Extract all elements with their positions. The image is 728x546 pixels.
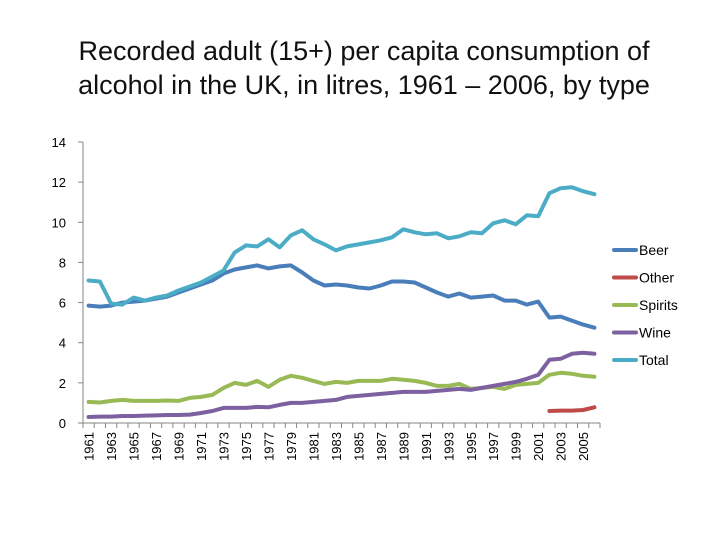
x-tick-label: 1965 (127, 432, 142, 461)
x-tick-label: 1999 (509, 432, 524, 461)
y-tick-label: 12 (52, 175, 66, 190)
x-tick-label: 1961 (82, 432, 97, 461)
chart-title-line-2: alcohol in the UK, in litres, 1961 – 200… (78, 70, 650, 100)
chart-title-line-1: Recorded adult (15+) per capita consumpt… (78, 36, 650, 66)
chart-legend: Beer Other Spirits Wine Total (612, 242, 678, 368)
legend-label-wine: Wine (639, 325, 671, 341)
series-line-other (547, 405, 597, 413)
y-tick-label: 0 (59, 416, 66, 431)
chart-axes: 0 2 4 6 8 10 12 14 1961 1963 1965 1967 1969 1971 1973 1… (52, 135, 601, 461)
legend-label-beer: Beer (639, 242, 669, 258)
legend-label-spirits: Spirits (639, 297, 678, 313)
y-tick-label: 14 (52, 135, 66, 150)
x-tick-label: 1995 (464, 432, 479, 461)
x-tick-label: 1987 (374, 432, 389, 461)
legend-label-other: Other (639, 270, 674, 286)
x-tick-label: 1963 (104, 432, 119, 461)
y-tick-label: 6 (59, 296, 66, 311)
x-tick-label: 2001 (531, 432, 546, 461)
x-tick-label: 1971 (194, 432, 209, 461)
legend-label-total: Total (639, 352, 669, 368)
x-tick-label: 1981 (306, 432, 321, 461)
x-tick-label: 1985 (351, 432, 366, 461)
x-tick-label: 1989 (396, 432, 411, 461)
x-tick-label: 1973 (216, 432, 231, 461)
series-line-wine (86, 350, 597, 419)
chart-title: Recorded adult (15+) per capita consumpt… (20, 34, 708, 102)
x-tick-label: 1997 (486, 432, 501, 461)
chart-series (86, 185, 597, 419)
series-line-spirits (86, 370, 597, 405)
y-tick-label: 4 (59, 336, 66, 351)
x-tick-label: 1975 (239, 432, 254, 461)
x-tick-label: 1983 (329, 432, 344, 461)
x-tick-label: 1969 (172, 432, 187, 461)
y-tick-label: 8 (59, 255, 66, 270)
x-tick-label: 1967 (149, 432, 164, 461)
x-tick-label: 1979 (284, 432, 299, 461)
y-tick-label: 2 (59, 376, 66, 391)
x-tick-label: 2003 (554, 432, 569, 461)
series-line-total (86, 185, 597, 307)
x-tick-label: 1977 (261, 432, 276, 461)
y-tick-label: 10 (52, 215, 66, 230)
x-tick-label: 1991 (419, 432, 434, 461)
x-tick-label: 1993 (441, 432, 456, 461)
x-tick-label: 2005 (576, 432, 591, 461)
